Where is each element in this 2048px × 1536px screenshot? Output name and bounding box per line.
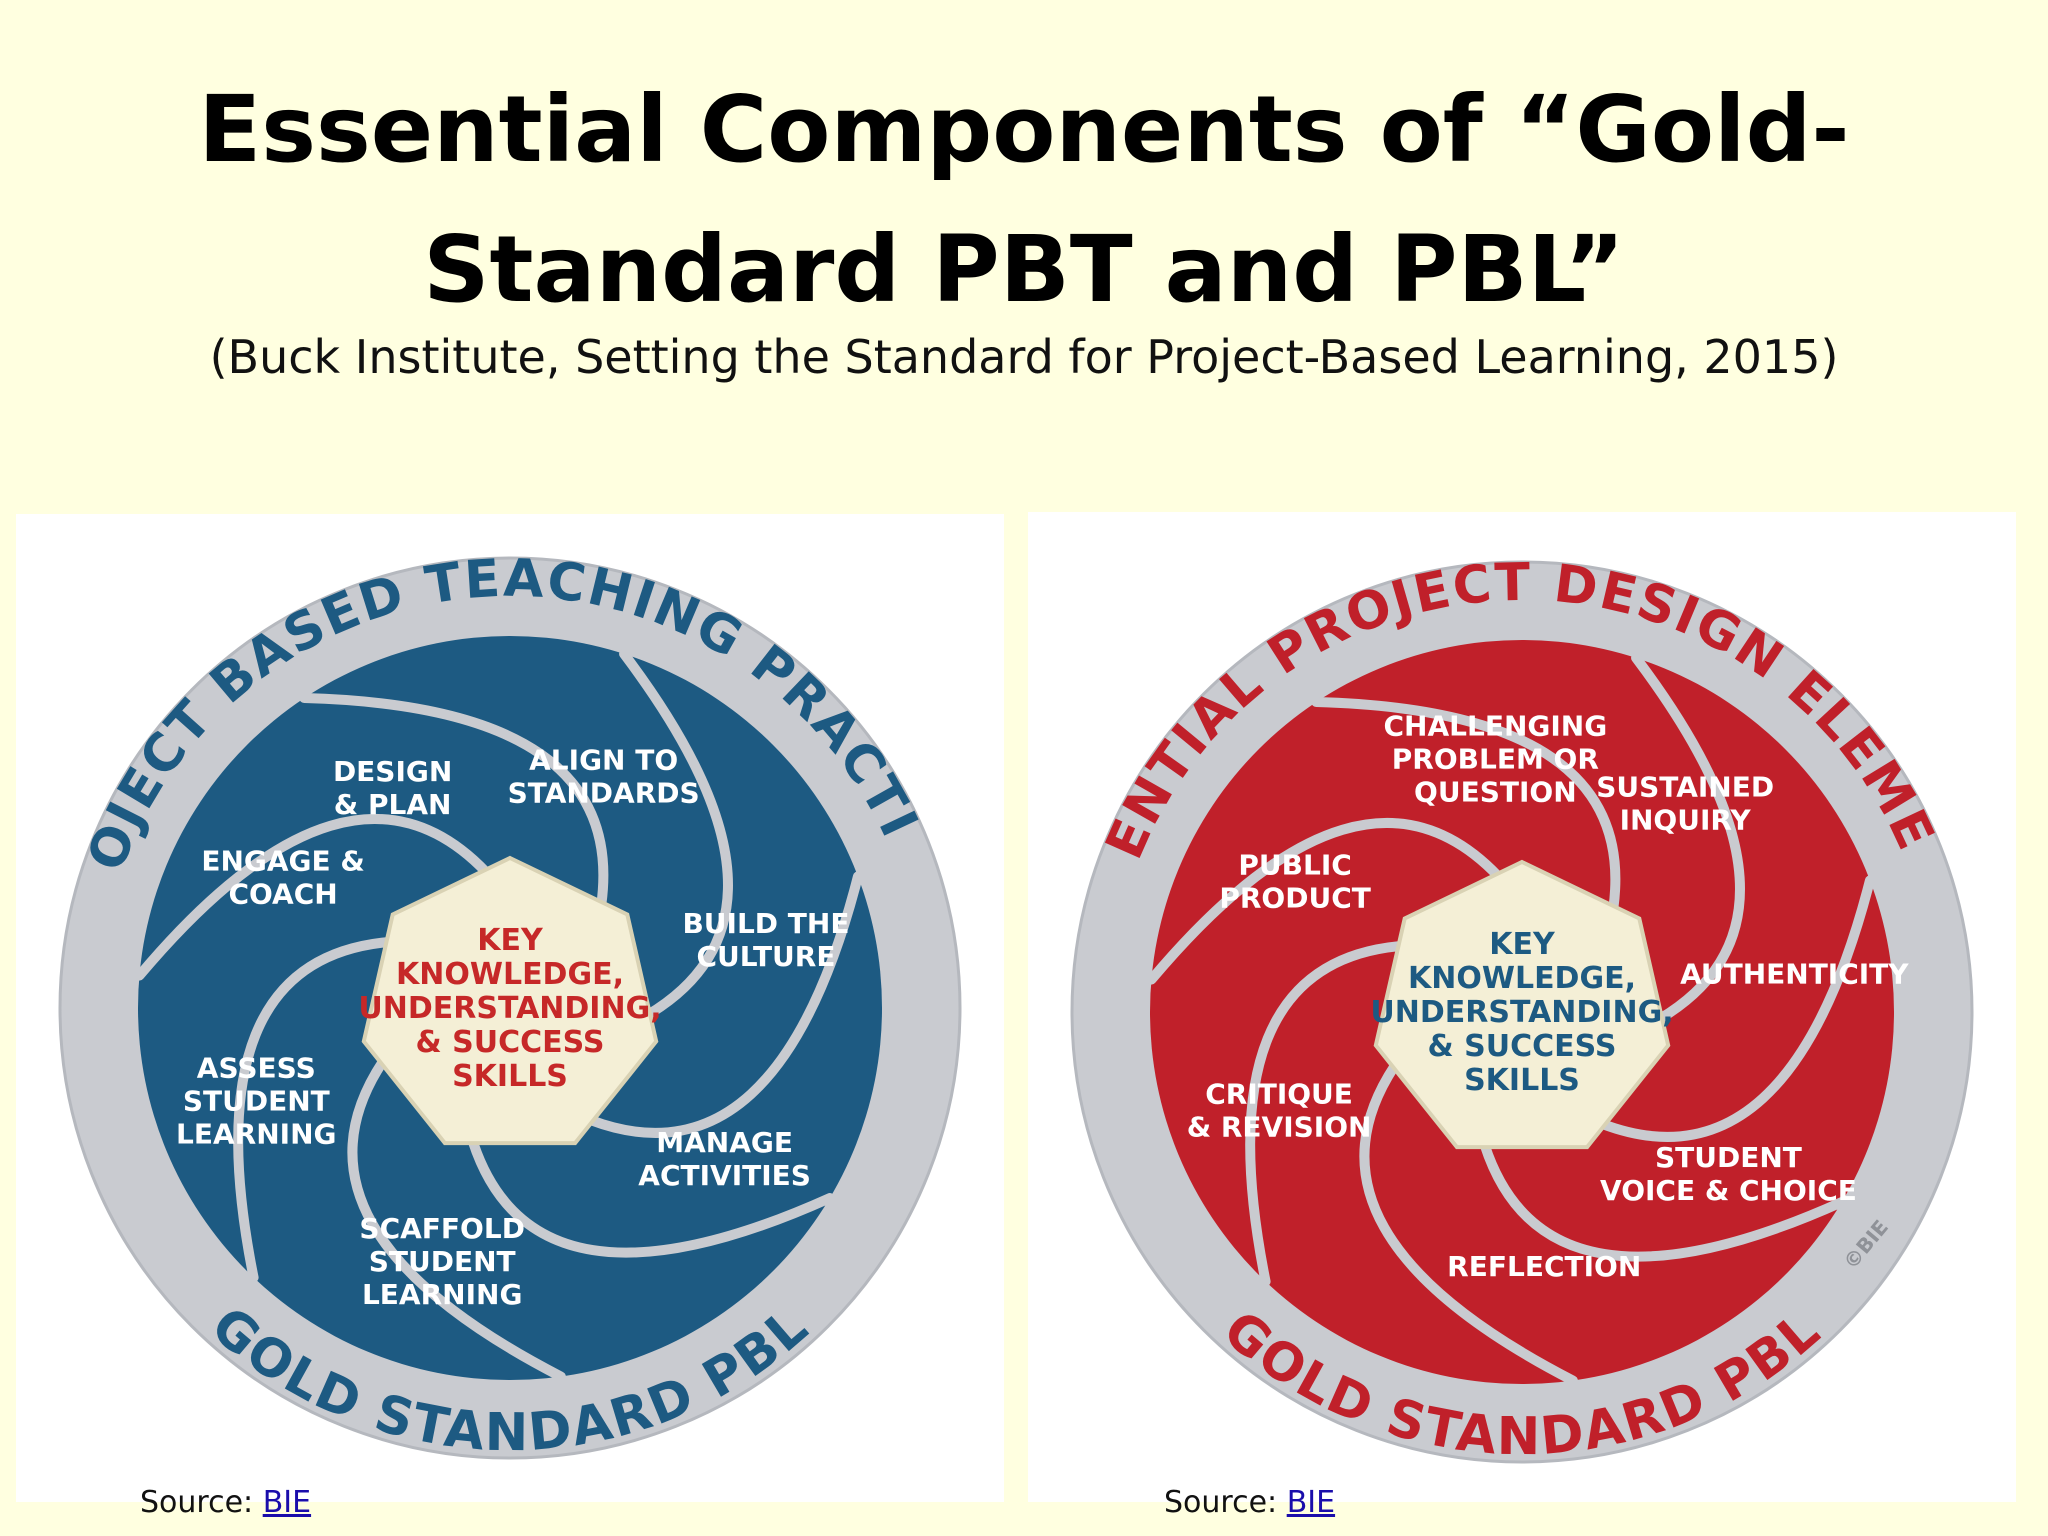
slide-title-line1: Essential Components of “Gold- (198, 76, 1850, 183)
pbt-center-text-line: KEY (477, 923, 544, 958)
pbl-segment-label-line: STUDENT (1655, 1141, 1802, 1174)
pbt-segment-label-line: MANAGE (656, 1126, 793, 1159)
pbt-separator (347, 1056, 566, 1382)
source-right-label: Source: (1164, 1485, 1287, 1520)
source-left: Source: BIE (140, 1485, 311, 1520)
pbt-segment-label-line: DESIGN (333, 755, 452, 788)
pbl-center-text-line: KEY (1489, 927, 1556, 962)
pbt-center-text-line: KNOWLEDGE, (396, 957, 624, 992)
pbt-separator (134, 813, 492, 981)
pbt-segment-label-line: ALIGN TO (529, 744, 678, 777)
source-left-label: Source: (140, 1485, 263, 1520)
pbl-segment-label-line: AUTHENTICITY (1680, 958, 1909, 991)
pbt-separator (585, 871, 863, 1138)
pbl-separator (1245, 941, 1406, 1287)
pbl-segment-label: AUTHENTICITY (1680, 958, 1909, 991)
pbt-center-text-line: UNDERSTANDING, (358, 991, 661, 1026)
pbl-segment-label: CRITIQUE& REVISION (1187, 1078, 1372, 1144)
pbl-segment-label-line: PUBLIC (1238, 849, 1351, 882)
pbt-segment-label-line: ASSESS (197, 1051, 316, 1084)
pbt-segment-label: ENGAGE &COACH (201, 845, 365, 911)
pbt-segment-label-line: STUDENT (183, 1084, 330, 1117)
pbt-separator (233, 937, 394, 1283)
pbt-center-text-line: SKILLS (452, 1059, 568, 1094)
pbt-center-text-line: & SUCCESS (416, 1025, 605, 1060)
pbl-segment-label-line: PROBLEM OR (1392, 742, 1599, 775)
pbl-separator (1597, 875, 1875, 1142)
pbt-segment-label-line: BUILD THE (682, 907, 849, 940)
pbl-separator (1479, 1139, 1847, 1262)
pbt-segment-label-line: STUDENT (369, 1245, 516, 1278)
pbl-segment-label: REFLECTION (1447, 1250, 1641, 1283)
pbt-separator (619, 648, 733, 1020)
pbl-segment-label-line: QUESTION (1414, 775, 1577, 808)
pbl-center-text-line: SKILLS (1464, 1063, 1580, 1098)
pbt-segment-label-line: ACTIVITIES (638, 1159, 811, 1192)
pbt-separator (467, 1135, 835, 1258)
pbl-segment-label-line: CRITIQUE (1205, 1078, 1353, 1111)
pbl-separator (1631, 652, 1745, 1024)
pbl-segment-label-line: INQUIRY (1620, 804, 1752, 837)
pbl-center-text-line: KNOWLEDGE, (1408, 961, 1636, 996)
pbl-center-text-line: UNDERSTANDING, (1370, 995, 1673, 1030)
pbl-separator (1359, 1060, 1578, 1386)
pbt-segment-label-line: STANDARDS (508, 777, 700, 810)
pbl-segment-label-line: CHALLENGING (1383, 709, 1607, 742)
pbl-separator (1311, 697, 1621, 914)
pbt-segment-label-line: COACH (228, 878, 337, 911)
pbt-diagram-panel: KEY KNOWLEDGE, UNDERSTANDING, & SUCCESS SKIL… (16, 514, 1004, 1502)
pbt-segment-label-line: LEARNING (176, 1117, 336, 1150)
pbt-separator (299, 693, 609, 910)
pbl-segment-label-line: SUSTAINED (1596, 771, 1774, 804)
pbl-segment-label-line: & REVISION (1187, 1111, 1372, 1144)
pbt-segment-label-line: & PLAN (334, 788, 452, 821)
slide-title-line2: Standard PBT and PBL” (423, 216, 1625, 323)
slide-subtitle: (Buck Institute, Setting the Standard fo… (209, 330, 1839, 384)
pbl-separator (1146, 817, 1504, 985)
pbl-segment-label-line: PRODUCT (1219, 882, 1371, 915)
source-left-link[interactable]: BIE (262, 1485, 312, 1520)
pbt-segment-label: DESIGN& PLAN (333, 755, 452, 821)
pbt-center-heptagon (361, 855, 659, 1146)
pbt-segment-label-line: SCAFFOLD (359, 1212, 525, 1245)
pbt-segment-label-line: LEARNING (362, 1278, 522, 1311)
pbl-center-heptagon (1373, 859, 1671, 1150)
pbl-diagram-panel: KEY KNOWLEDGE, UNDERSTANDING, & SUCCESS SKIL… (1028, 512, 2016, 1502)
pbt-segment-label-line: ENGAGE & (201, 845, 365, 878)
pbl-segment-label-line: VOICE & CHOICE (1600, 1174, 1857, 1207)
slide-title: Essential Components of “Gold- Standard … (0, 60, 2048, 340)
source-right-link[interactable]: BIE (1286, 1485, 1336, 1520)
source-right: Source: BIE (1164, 1485, 1335, 1520)
pbl-center-text-line: & SUCCESS (1428, 1029, 1617, 1064)
pbt-segment-label-line: CULTURE (696, 940, 835, 973)
pbl-segment-label-line: REFLECTION (1447, 1250, 1641, 1283)
